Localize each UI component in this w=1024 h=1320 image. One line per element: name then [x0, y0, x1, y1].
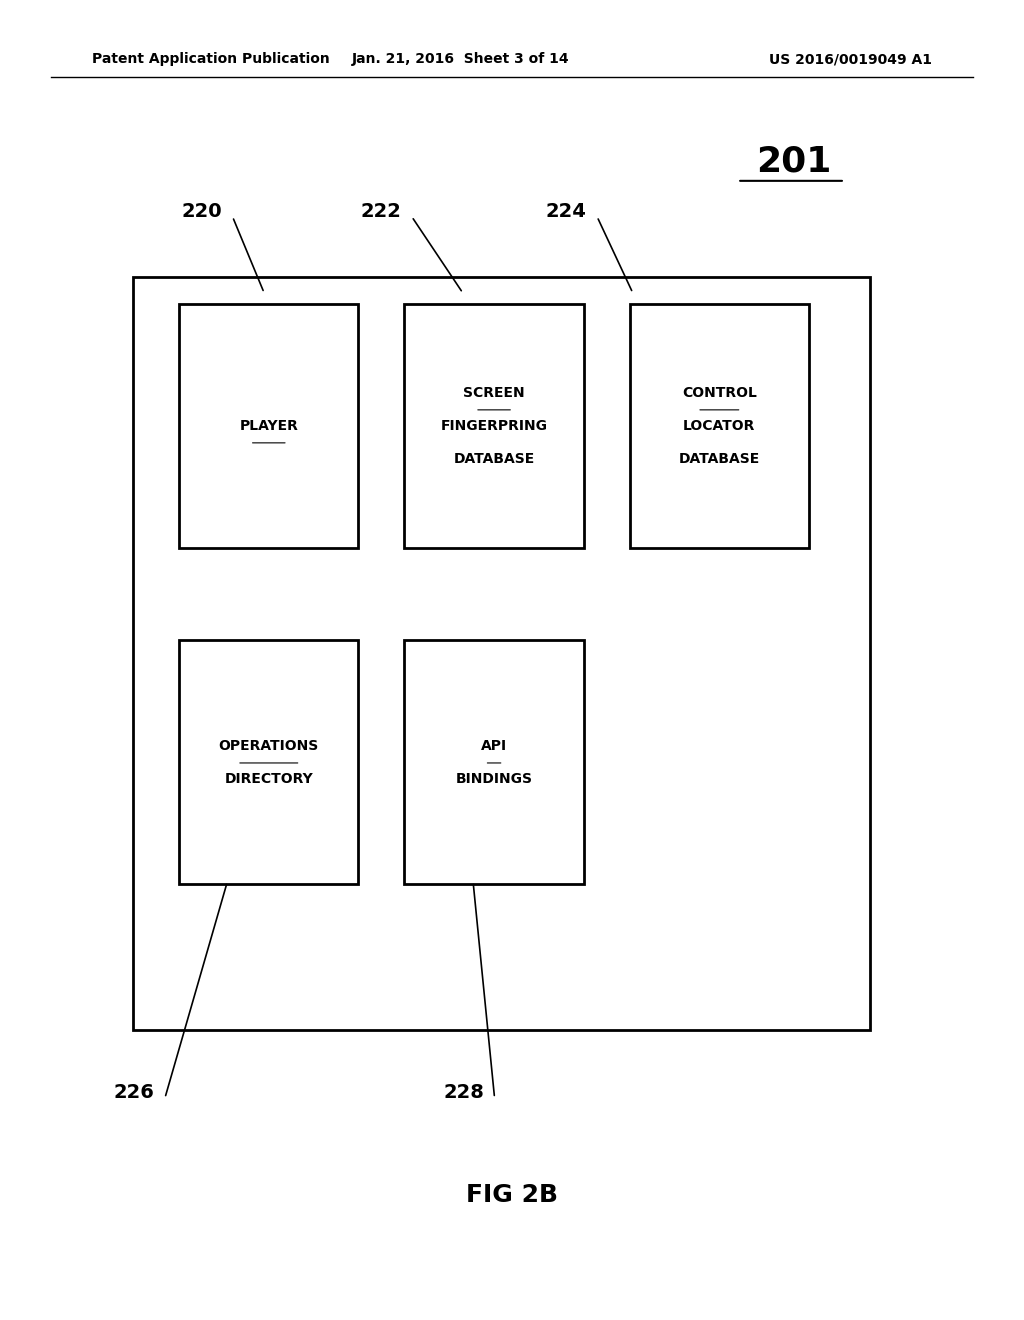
Text: FINGERPRING: FINGERPRING: [440, 418, 548, 433]
Text: 226: 226: [114, 1084, 155, 1102]
Bar: [133, 277, 870, 1030]
Text: 228: 228: [443, 1084, 484, 1102]
Text: DIRECTORY: DIRECTORY: [224, 772, 313, 785]
Text: API: API: [481, 739, 507, 752]
Text: BINDINGS: BINDINGS: [456, 772, 532, 785]
Bar: [404, 304, 584, 548]
Bar: [404, 640, 584, 884]
Text: FIG 2B: FIG 2B: [466, 1183, 558, 1206]
Bar: [179, 640, 358, 884]
Text: US 2016/0019049 A1: US 2016/0019049 A1: [769, 53, 932, 66]
Text: 224: 224: [546, 202, 587, 220]
Text: PLAYER: PLAYER: [240, 418, 298, 433]
Text: LOCATOR: LOCATOR: [683, 418, 756, 433]
Text: Patent Application Publication: Patent Application Publication: [92, 53, 330, 66]
Text: 220: 220: [181, 202, 222, 220]
Text: SCREEN: SCREEN: [463, 385, 525, 400]
Text: CONTROL: CONTROL: [682, 385, 757, 400]
Text: 222: 222: [360, 202, 401, 220]
Text: DATABASE: DATABASE: [679, 451, 760, 466]
Text: OPERATIONS: OPERATIONS: [219, 739, 318, 752]
Bar: [179, 304, 358, 548]
Bar: [630, 304, 809, 548]
Text: 201: 201: [756, 144, 831, 178]
Text: DATABASE: DATABASE: [454, 451, 535, 466]
Text: Jan. 21, 2016  Sheet 3 of 14: Jan. 21, 2016 Sheet 3 of 14: [352, 53, 569, 66]
